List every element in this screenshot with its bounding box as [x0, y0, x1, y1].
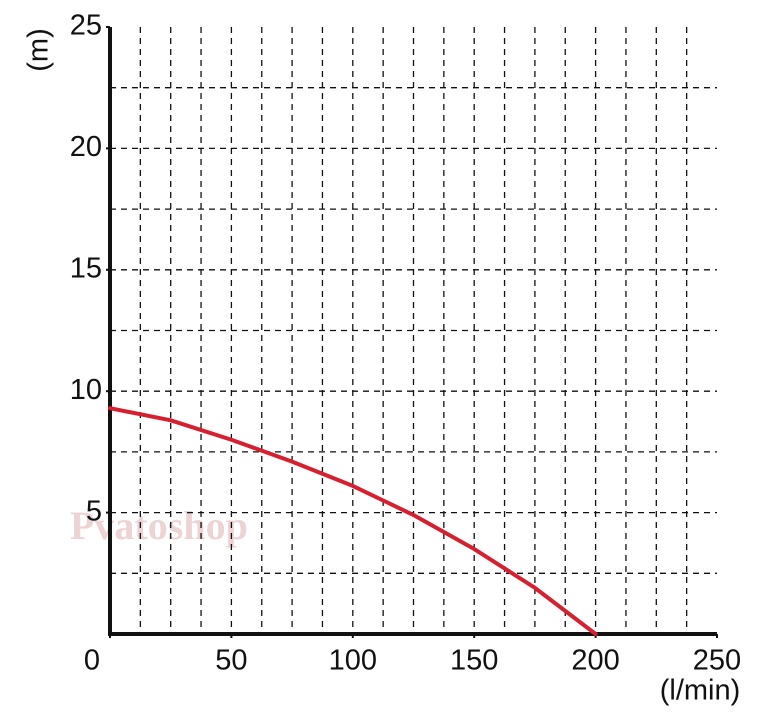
- x-axis-label: (l/min): [660, 675, 741, 707]
- x-tick-label: 100: [329, 645, 377, 677]
- y-tick-label: 10: [70, 374, 102, 406]
- x-tick-label: 0: [84, 645, 100, 677]
- data-line: [108, 406, 598, 636]
- watermark: Pvatoshop: [70, 503, 248, 548]
- y-tick-label: 5: [86, 495, 102, 527]
- y-tick-label: 20: [70, 131, 102, 163]
- x-tick-label: 200: [571, 645, 619, 677]
- x-tick-label: 50: [215, 645, 247, 677]
- y-tick-label: 25: [70, 10, 102, 42]
- y-axis-label: (m): [23, 28, 55, 71]
- y-tick-label: 15: [70, 252, 102, 284]
- x-tick-label: 250: [693, 645, 741, 677]
- x-tick-label: 150: [450, 645, 498, 677]
